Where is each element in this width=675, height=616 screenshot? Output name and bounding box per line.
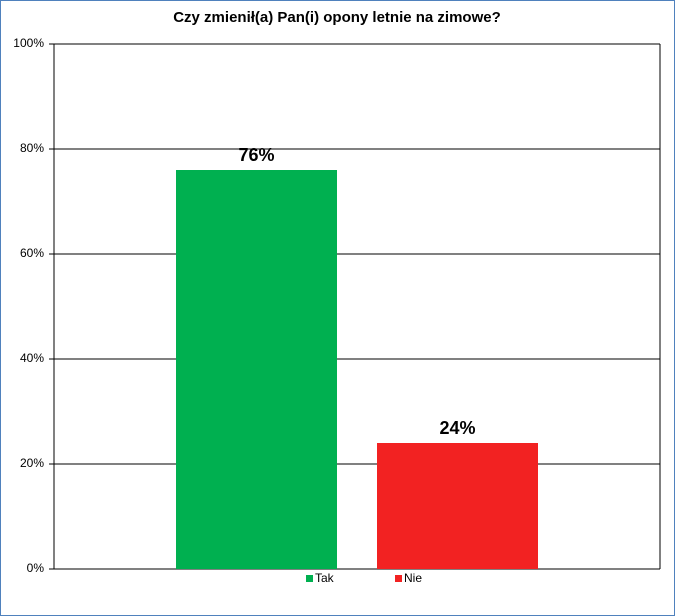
bar bbox=[377, 443, 538, 569]
y-tick-label: 40% bbox=[20, 351, 44, 365]
data-label: 24% bbox=[439, 418, 475, 438]
legend-label: Tak bbox=[315, 571, 335, 585]
y-tick-label: 0% bbox=[27, 561, 45, 575]
bar bbox=[176, 170, 337, 569]
y-tick-label: 60% bbox=[20, 246, 44, 260]
legend-label: Nie bbox=[404, 571, 422, 585]
legend-swatch bbox=[306, 575, 313, 582]
legend-swatch bbox=[395, 575, 402, 582]
data-label: 76% bbox=[238, 145, 274, 165]
y-tick-label: 20% bbox=[20, 456, 44, 470]
y-tick-label: 100% bbox=[13, 36, 44, 50]
y-tick-label: 80% bbox=[20, 141, 44, 155]
chart-title: Czy zmienił(a) Pan(i) opony letnie na zi… bbox=[173, 9, 501, 26]
